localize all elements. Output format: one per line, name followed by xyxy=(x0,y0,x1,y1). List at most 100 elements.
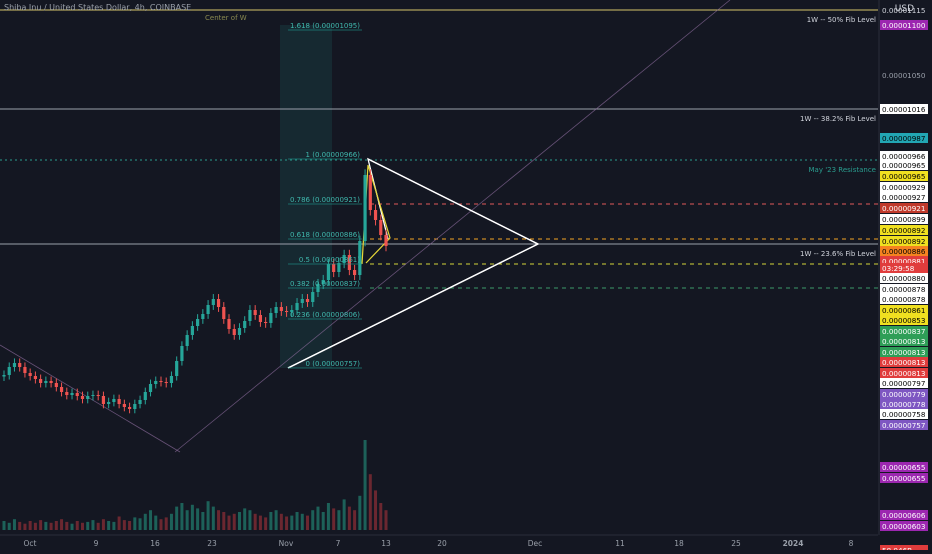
volume-bar xyxy=(243,508,247,530)
volume-bar xyxy=(80,522,84,530)
key-level-label: May '23 Resistance xyxy=(809,166,876,174)
volume-bar xyxy=(337,510,341,530)
price-scale-label: 0.00000987 xyxy=(882,134,925,143)
time-axis-tick: 8 xyxy=(849,539,854,548)
volume-bar xyxy=(149,510,153,530)
price-scale-badge xyxy=(880,326,928,336)
currency-label[interactable]: USD xyxy=(894,4,914,14)
price-scale-label: 0.00000813 xyxy=(882,358,925,367)
time-axis-tick: 20 xyxy=(437,539,447,548)
volume-bar xyxy=(159,519,163,530)
fib-level-label: 1 (0.00000966) xyxy=(306,151,361,159)
time-axis-tick: 2024 xyxy=(783,539,804,548)
candle-body xyxy=(148,384,153,392)
price-scale-badge xyxy=(880,462,928,472)
candle-body xyxy=(300,299,304,303)
candle-body xyxy=(311,292,315,302)
price-scale-badge xyxy=(880,133,928,143)
volume-bar xyxy=(91,520,95,530)
volume-bar xyxy=(18,521,22,530)
volume-bar xyxy=(321,512,325,530)
uptrend-line xyxy=(174,0,731,453)
candle-body xyxy=(80,396,85,399)
price-scale-label: 0.00000965 xyxy=(882,172,925,181)
price-scale-label: 0.00000757 xyxy=(882,421,925,430)
volume-bar xyxy=(248,510,252,530)
price-scale-label: 0.00000797 xyxy=(882,379,925,388)
volume-bar xyxy=(253,513,257,530)
volume-bar xyxy=(269,512,273,530)
fib-zone-shade xyxy=(280,25,332,368)
price-scale-label: 0.00001115 xyxy=(882,6,925,15)
price-scale-label: 0.00000779 xyxy=(882,390,926,399)
candle-body xyxy=(332,264,336,272)
volume-bar xyxy=(384,510,388,530)
candle-body xyxy=(28,373,32,376)
candle-body xyxy=(117,399,121,404)
candle-body xyxy=(347,255,351,270)
volume-bar xyxy=(28,521,32,530)
price-scale: 0.00001115 0.00001100 0.00001050 0.00001016… xyxy=(878,0,928,554)
candle-body xyxy=(180,346,184,361)
price-scale-label: 03:29:58 xyxy=(882,264,915,273)
candle-body xyxy=(206,305,210,314)
candle-body xyxy=(33,376,37,379)
time-axis-tick: 23 xyxy=(207,539,217,548)
candle-body xyxy=(295,303,299,310)
key-level-label: 1W -- 23.6% Fib Level xyxy=(800,250,876,258)
volume-bar xyxy=(169,513,173,530)
price-scale-badge xyxy=(880,192,928,202)
candle-body xyxy=(211,299,215,305)
candle-body xyxy=(138,400,142,404)
candle-body xyxy=(363,175,367,241)
fib-level-label: 0.786 (0.00000921) xyxy=(290,196,360,204)
price-scale-badge xyxy=(880,389,928,399)
price-scale-label: 0.00001100 xyxy=(882,21,926,30)
candle-body xyxy=(91,395,95,396)
candle-body xyxy=(190,326,194,335)
price-scale-badge xyxy=(880,521,928,531)
candle-body xyxy=(23,367,27,373)
time-axis-tick: 25 xyxy=(731,539,741,548)
volume-bar xyxy=(65,521,69,530)
volume-bar xyxy=(60,519,64,530)
price-scale-badge xyxy=(880,236,928,246)
price-scale-label: 0.00000878 xyxy=(882,285,926,294)
price-scale-badge xyxy=(880,357,928,367)
volume-bar xyxy=(96,522,100,530)
price-scale-label: 0.00000606 xyxy=(882,511,926,520)
volume-bar xyxy=(33,522,37,530)
price-scale-label: 0.00000886 xyxy=(882,247,926,256)
price-scale-label: 0.00000813 xyxy=(882,369,925,378)
price-scale-badge xyxy=(880,284,928,294)
price-scale-badge xyxy=(880,214,928,224)
price-scale-badge xyxy=(880,294,928,304)
candle-body xyxy=(379,220,383,235)
candle-body xyxy=(143,392,147,400)
candle-body xyxy=(86,396,90,399)
price-scale-badge xyxy=(880,171,928,181)
candle-body xyxy=(75,393,79,396)
volume-bar xyxy=(264,517,268,530)
candle-body xyxy=(175,361,179,376)
price-scale-badge xyxy=(880,256,928,266)
volume-bar xyxy=(363,440,367,530)
volume-bar xyxy=(217,510,221,530)
price-scale-label: 0.00000892 xyxy=(882,237,925,246)
volume-bar xyxy=(347,506,351,530)
price-scale-label: 0.00000853 xyxy=(882,316,925,325)
candle-body xyxy=(305,299,310,302)
time-axis-tick: 16 xyxy=(150,539,160,548)
volume-bars xyxy=(2,440,388,530)
volume-bar xyxy=(196,508,200,530)
candle-body xyxy=(18,363,22,367)
volume-bar xyxy=(190,504,194,530)
candle-body xyxy=(342,255,346,263)
volume-bar xyxy=(138,518,142,530)
volume-bar xyxy=(39,520,43,530)
time-axis-tick: Dec xyxy=(528,539,543,548)
candle-body xyxy=(2,375,6,377)
candle-body xyxy=(49,381,53,383)
